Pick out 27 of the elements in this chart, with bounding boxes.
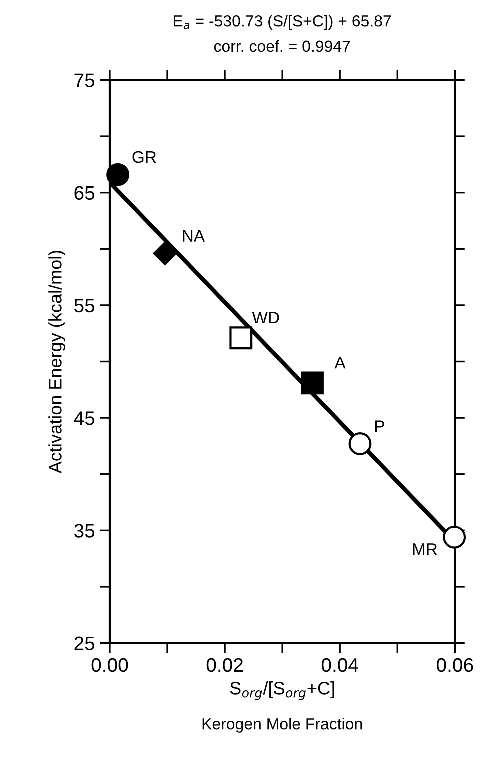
point [443, 526, 466, 549]
series-label: NA [183, 230, 205, 242]
y-tick-label: 75 [74, 74, 95, 88]
point [230, 326, 253, 350]
series-label: GR [132, 151, 156, 164]
x-tick-label: 0.02 [206, 658, 243, 672]
point [348, 432, 372, 456]
y-tick-label: 25 [74, 636, 95, 651]
y-axis-title: Activation Energy (kcal/mol) [48, 250, 66, 474]
x-axis-title: S$_{org}$/[S$_{org}$+C] [230, 682, 334, 700]
point [106, 163, 130, 186]
y-tick-label: 35 [74, 524, 95, 538]
series-label: A [334, 357, 346, 369]
series-label: WD [252, 312, 280, 324]
series-label: P [375, 420, 384, 432]
y-tick-label: 65 [74, 186, 95, 200]
point [301, 372, 324, 395]
text: Kerogen Mole Fraction [202, 718, 362, 733]
chart-subtitle: corr. coef. = 0.9947 [214, 40, 350, 52]
y-tick-label: 55 [74, 299, 95, 313]
series-label: MR [413, 544, 438, 556]
x-tick-label: 0.06 [436, 658, 474, 672]
chart-title: E$_{a}$ = -530.73 (S/[S+C]) + 65.87 [174, 15, 392, 30]
y-tick-label: 45 [74, 412, 95, 426]
x-tick-label: 0.04 [322, 658, 358, 672]
x-tick-label: 0.00 [92, 658, 128, 672]
point [153, 242, 178, 266]
